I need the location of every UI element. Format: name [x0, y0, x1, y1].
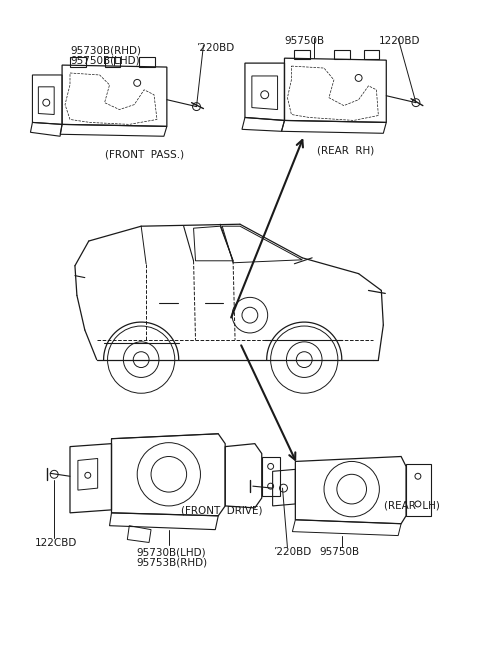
Text: (REAR  LH): (REAR LH)	[384, 501, 440, 511]
Text: (FRONT  PASS.): (FRONT PASS.)	[105, 149, 184, 159]
Text: 95750B(LHD): 95750B(LHD)	[70, 55, 140, 65]
Text: 95730B(LHD): 95730B(LHD)	[136, 547, 206, 557]
Text: 95750B: 95750B	[285, 36, 324, 47]
Text: 122CBD: 122CBD	[35, 537, 77, 547]
Text: 95753B(RHD): 95753B(RHD)	[136, 557, 207, 568]
Text: 95730B(RHD): 95730B(RHD)	[70, 45, 141, 55]
Text: 1220BD: 1220BD	[378, 36, 420, 47]
Text: (REAR  RH): (REAR RH)	[317, 145, 374, 155]
Text: ’220BD: ’220BD	[196, 43, 235, 53]
Text: ’220BD: ’220BD	[273, 547, 311, 557]
Text: (FRONT  DRIVE): (FRONT DRIVE)	[180, 506, 262, 516]
Text: 95750B: 95750B	[319, 547, 359, 557]
